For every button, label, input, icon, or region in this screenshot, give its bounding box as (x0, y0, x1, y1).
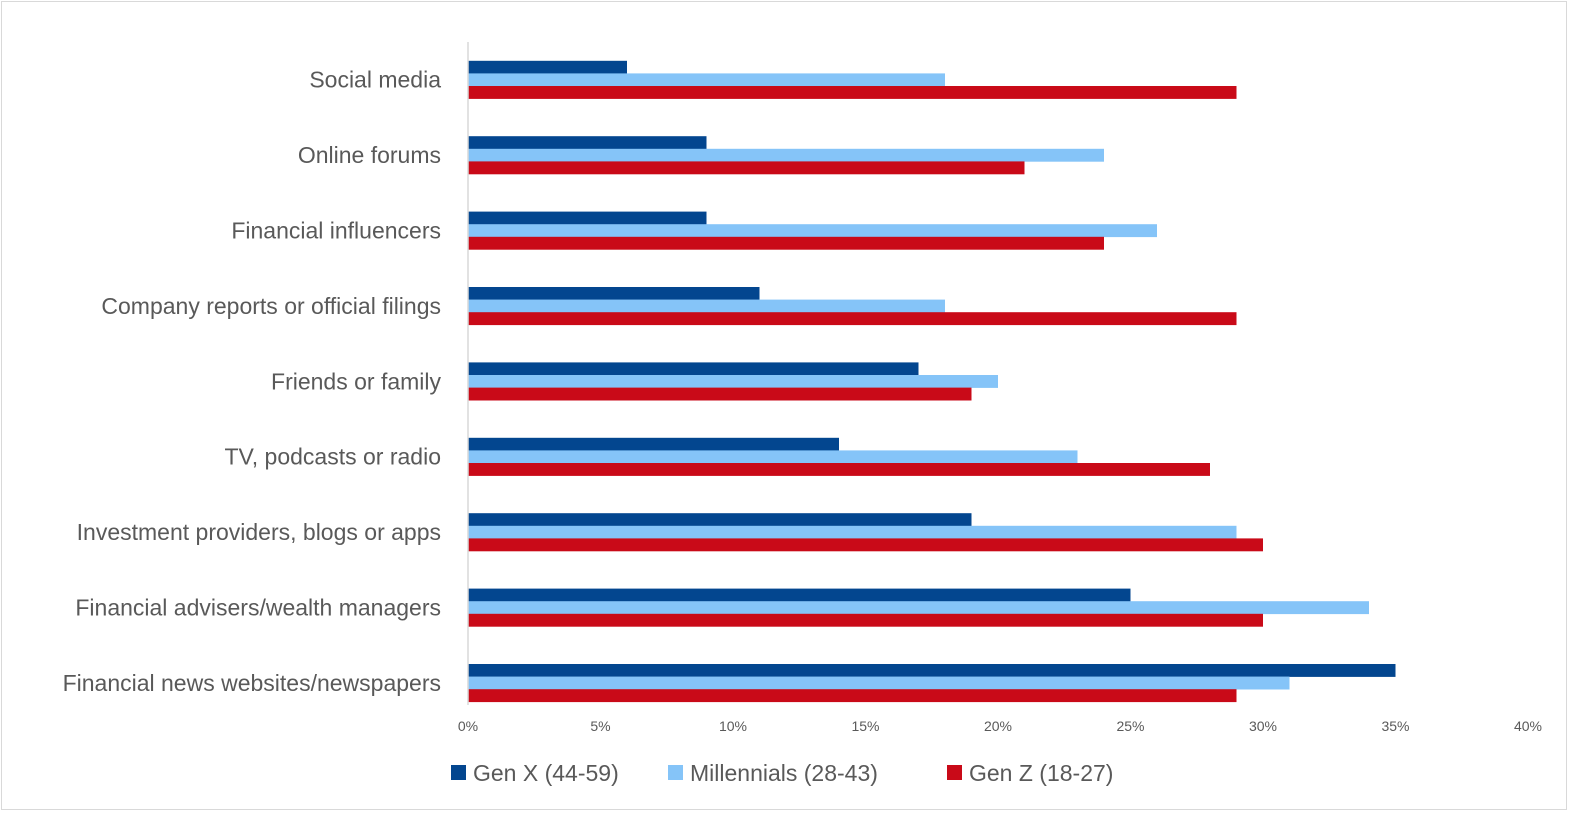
legend-swatch (947, 765, 962, 780)
category-label: Online forums (298, 142, 441, 168)
bar (468, 161, 1025, 175)
bar (468, 664, 1396, 677)
category-label: Social media (309, 67, 441, 93)
x-tick-label: 5% (590, 718, 610, 734)
bar (468, 86, 1237, 99)
category-label: Investment providers, blogs or apps (77, 519, 441, 545)
bar (468, 588, 1131, 602)
bar (468, 375, 998, 388)
x-tick-label: 10% (719, 718, 747, 734)
bar (468, 601, 1369, 615)
bar (468, 513, 972, 527)
bar (468, 689, 1237, 703)
legend-label: Gen X (44-59) (473, 760, 619, 786)
legend-swatch (668, 765, 683, 780)
bar (468, 312, 1237, 326)
bar (468, 211, 707, 225)
x-tick-label: 40% (1514, 718, 1542, 734)
bar (468, 362, 919, 376)
legend-label: Millennials (28-43) (690, 760, 878, 786)
x-tick-label: 15% (851, 718, 879, 734)
category-label: Financial advisers/wealth managers (75, 595, 441, 621)
x-tick-label: 25% (1116, 718, 1144, 734)
bar (468, 463, 1210, 476)
category-label: Financial influencers (231, 218, 441, 244)
bar (468, 136, 707, 150)
x-tick-label: 30% (1249, 718, 1277, 734)
bar (468, 148, 1104, 162)
bar (468, 450, 1078, 464)
bar (468, 73, 945, 87)
bar (468, 60, 627, 74)
bar (468, 236, 1104, 250)
bar (468, 224, 1157, 238)
bar (468, 299, 945, 313)
category-label: Friends or family (271, 368, 441, 394)
bar (468, 387, 972, 401)
legend-label: Gen Z (18-27) (969, 760, 1113, 786)
category-label: Financial news websites/newspapers (63, 670, 441, 696)
x-tick-label: 0% (458, 718, 478, 734)
category-label: Company reports or official filings (101, 293, 441, 319)
bar (468, 676, 1290, 690)
x-tick-label: 20% (984, 718, 1012, 734)
bar (468, 613, 1263, 627)
legend-swatch (451, 765, 466, 780)
bar (468, 538, 1263, 552)
bar (468, 287, 760, 300)
x-tick-label: 35% (1381, 718, 1409, 734)
bar (468, 525, 1237, 539)
category-label: TV, podcasts or radio (225, 444, 442, 470)
bar (468, 437, 839, 451)
